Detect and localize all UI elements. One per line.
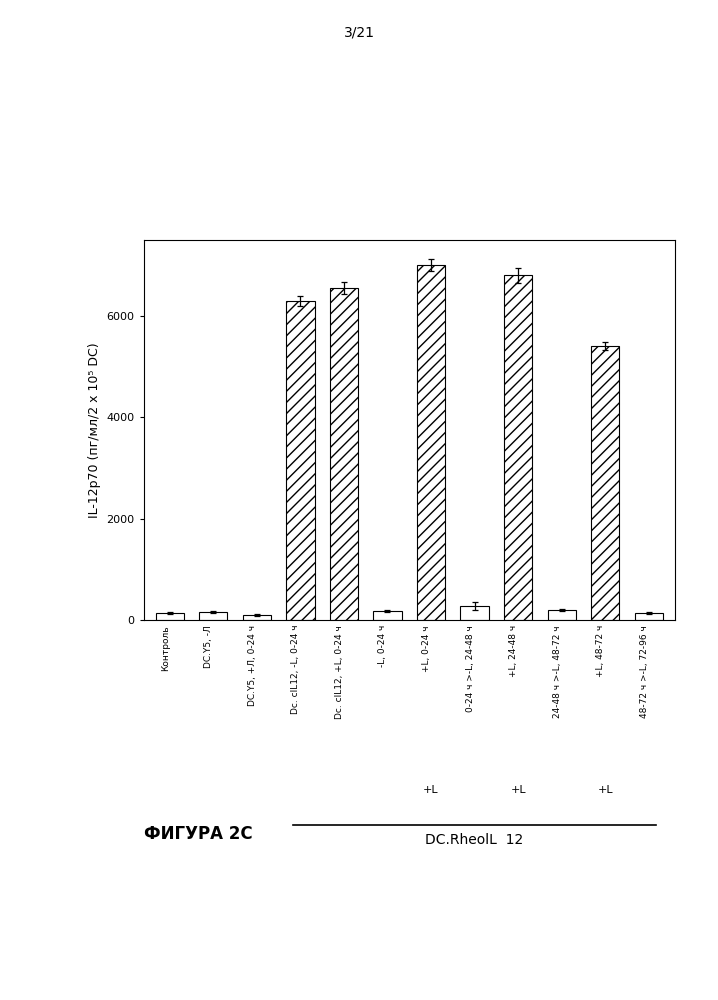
Text: -L, 0-24 ч: -L, 0-24 ч — [378, 625, 388, 667]
Y-axis label: IL-12p70 (пг/мл/2 х 10⁵ DC): IL-12p70 (пг/мл/2 х 10⁵ DC) — [88, 342, 101, 518]
Text: 0-24 ч >-L, 24-48 ч: 0-24 ч >-L, 24-48 ч — [465, 625, 475, 712]
Bar — [286, 301, 314, 620]
Text: +L, 48-72 ч: +L, 48-72 ч — [596, 625, 605, 677]
Bar — [504, 275, 532, 620]
Text: DC.RheolL  12: DC.RheolL 12 — [426, 833, 523, 847]
Text: +L, 24-48 ч: +L, 24-48 ч — [509, 625, 518, 677]
Bar — [548, 610, 576, 620]
Bar — [373, 611, 401, 620]
Text: 24-48 ч >-L, 48-72 ч: 24-48 ч >-L, 48-72 ч — [553, 625, 561, 718]
Text: +L: +L — [423, 785, 439, 795]
Bar — [243, 615, 271, 620]
Bar — [591, 346, 620, 620]
Bar — [635, 613, 663, 620]
Bar — [460, 606, 489, 620]
Text: +L: +L — [597, 785, 613, 795]
Bar — [156, 613, 184, 620]
Bar — [417, 265, 445, 620]
Bar — [330, 288, 358, 620]
Text: DC.Υ5, -Л: DC.Υ5, -Л — [205, 625, 213, 668]
Text: Контроль: Контроль — [161, 625, 169, 671]
Text: +L: +L — [510, 785, 526, 795]
Text: DC.Υ5, +Л, 0-24 ч: DC.Υ5, +Л, 0-24 ч — [248, 625, 257, 706]
Text: ФИГУРА 2С: ФИГУРА 2С — [144, 825, 252, 843]
Text: Dc. cIL12, +L, 0-24 ч: Dc. cIL12, +L, 0-24 ч — [335, 625, 344, 719]
Text: 48-72 ч >-L, 72-96 ч: 48-72 ч >-L, 72-96 ч — [640, 625, 649, 718]
Text: +L, 0-24 ч: +L, 0-24 ч — [422, 625, 431, 672]
Bar — [199, 612, 228, 620]
Text: Dc. cIL12, -L, 0-24 ч: Dc. cIL12, -L, 0-24 ч — [292, 625, 300, 714]
Text: 3/21: 3/21 — [343, 25, 375, 39]
